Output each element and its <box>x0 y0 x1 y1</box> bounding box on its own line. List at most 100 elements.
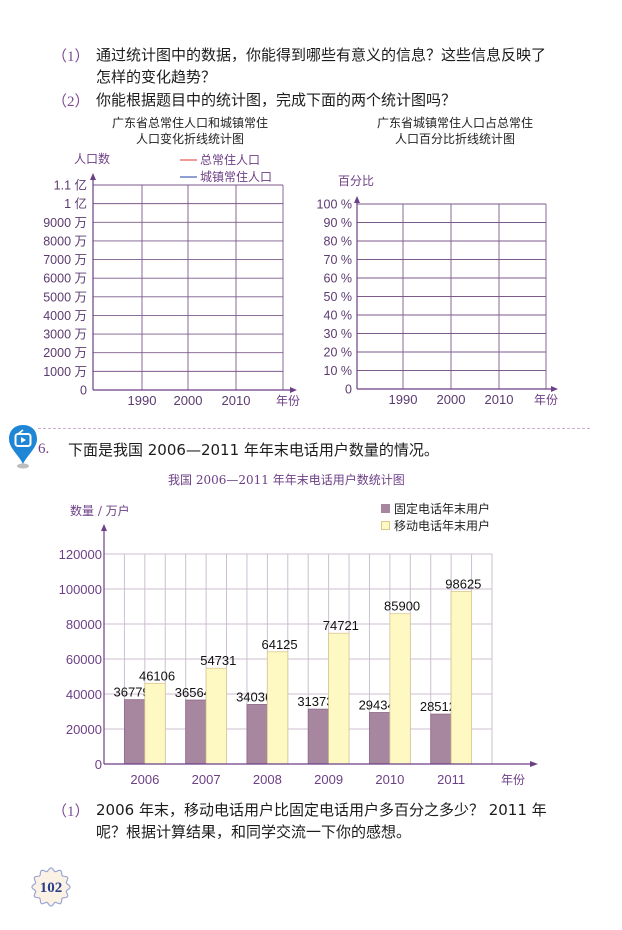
y-tick-label: 90 % <box>324 216 353 230</box>
chart-title: 广东省城镇常住人口占总常住 人口百分比折线统计图 <box>355 115 555 147</box>
y-tick-label: 2000 万 <box>43 346 87 360</box>
bar-fixed-phone <box>369 712 391 765</box>
bar-value-label: 74721 <box>323 618 359 633</box>
y-axis-label: 数量 / 万户 <box>70 504 130 518</box>
legend-label: 城镇常住人口 <box>200 170 273 184</box>
y-tick-label: 40000 <box>66 687 102 702</box>
y-tick-label: 60 % <box>324 272 353 286</box>
bar-fixed-phone <box>246 704 268 765</box>
x-tick-label: 2007 <box>192 772 221 787</box>
bar-value-label: 36564 <box>175 685 211 700</box>
question-number: （1） <box>52 804 90 820</box>
bar-value-label: 34036 <box>236 689 272 704</box>
x-tick-label: 2010 <box>375 772 404 787</box>
question-text: 你能根据题目中的统计图，完成下面的两个统计图吗？ <box>96 91 457 109</box>
x-tick-label: 1990 <box>128 393 157 408</box>
y-tick-label: 1.1 亿 <box>54 178 87 193</box>
chart-title-line: 人口变化折线统计图 <box>135 132 244 146</box>
y-tick-label: 40 % <box>324 309 353 323</box>
y-tick-label: 80 % <box>324 235 353 249</box>
chart-title: 我国 2006—2011 年年末电话用户数统计图 <box>168 473 405 487</box>
legend-line-urban <box>180 176 197 178</box>
y-tick-label: 50 % <box>324 290 353 304</box>
bar-fixed-phone <box>430 713 452 765</box>
question-number: （2） <box>52 94 90 110</box>
x-tick-label: 2009 <box>314 772 343 787</box>
legend-label: 移动电话年末用户 <box>394 519 491 533</box>
y-tick-label: 3000 万 <box>43 328 87 342</box>
x-axis-label: 年份 <box>276 394 300 408</box>
question-text: 呢？根据计算结果，和同学交流一下你的感想。 <box>96 823 412 841</box>
bar-value-label: 31373 <box>297 694 333 709</box>
x-axis-arrow-icon <box>530 761 538 767</box>
x-tick-label: 2010 <box>222 393 251 408</box>
y-tick-label: 0 <box>80 384 87 398</box>
y-tick-label: 20000 <box>66 722 102 737</box>
y-axis-label: 人口数 <box>74 152 111 166</box>
question-text: 怎样的变化趋势？ <box>96 68 217 86</box>
y-tick-label: 5000 万 <box>43 290 87 304</box>
section-divider <box>38 428 590 429</box>
x-tick-label: 2006 <box>130 772 159 787</box>
chart-title-line: 广东省总常住人口和城镇常住 <box>111 116 268 130</box>
bar-mobile-phone <box>144 682 166 765</box>
video-pin-icon[interactable] <box>8 424 42 470</box>
question-number: （1） <box>52 49 90 65</box>
y-axis-label: 百分比 <box>338 174 375 188</box>
y-tick-label: 7000 万 <box>43 253 87 267</box>
y-tick-label: 10 % <box>324 364 353 378</box>
bar-fixed-phone <box>185 699 207 765</box>
y-tick-label: 6000 万 <box>43 272 87 286</box>
problem-number: 6. <box>38 441 50 457</box>
page-number-badge: 102 <box>31 867 71 907</box>
bar-mobile-phone <box>266 651 289 765</box>
y-tick-label: 30 % <box>324 327 353 341</box>
x-axis-arrow-icon <box>290 387 297 393</box>
problem-text: 下面是我国 2006—2011 年年末电话用户数量的情况。 <box>68 441 439 459</box>
x-axis-label: 年份 <box>534 393 558 407</box>
y-axis-arrow-icon <box>90 173 96 180</box>
bar-fixed-phone <box>124 699 146 765</box>
bar-value-label: 28512 <box>420 699 456 714</box>
bar-value-label: 98625 <box>445 576 481 591</box>
y-tick-label: 60000 <box>66 652 102 667</box>
y-tick-label: 80000 <box>66 617 102 632</box>
y-tick-label: 1000 万 <box>43 365 87 379</box>
bar-mobile-phone <box>389 613 411 765</box>
bar-mobile-phone <box>328 632 350 765</box>
y-tick-label: 120000 <box>59 547 102 562</box>
x-axis-arrow-icon <box>551 386 558 392</box>
bar-value-label: 36779 <box>114 685 150 700</box>
bar-value-label: 29434 <box>359 697 395 712</box>
bar-value-label: 46106 <box>139 668 175 683</box>
bar-fixed-phone <box>307 708 330 765</box>
question-text: 通过统计图中的数据，你能得到哪些有意义的信息？这些信息反映了 <box>96 46 547 64</box>
bar-mobile-phone <box>205 667 227 765</box>
bar-value-label: 64125 <box>261 637 297 652</box>
legend-swatch-mobile <box>381 521 390 530</box>
y-tick-label: 100000 <box>59 582 102 597</box>
page-number: 102 <box>40 880 63 896</box>
y-tick-label: 0 <box>345 383 352 397</box>
y-tick-label: 70 % <box>324 253 353 267</box>
legend-label: 固定电话年末用户 <box>394 502 491 516</box>
y-tick-label: 1 亿 <box>64 196 87 211</box>
legend-line-total <box>180 159 197 161</box>
question-text: 2006 年末，移动电话用户比固定电话用户多百分之多少？ 2011 年 <box>96 801 547 819</box>
y-axis-arrow-icon <box>354 196 360 203</box>
legend-label: 总常住人口 <box>200 153 261 167</box>
y-tick-label: 4000 万 <box>43 309 87 323</box>
y-tick-label: 0 <box>95 757 102 772</box>
y-tick-label: 20 % <box>324 346 353 360</box>
bar-value-label: 85900 <box>384 599 420 614</box>
x-tick-label: 1990 <box>389 392 418 407</box>
chart-title-line: 广东省城镇常住人口占总常住 <box>376 116 533 130</box>
bar-value-label: 54731 <box>200 653 236 668</box>
chart-title: 广东省总常住人口和城镇常住 人口变化折线统计图 <box>90 115 290 147</box>
chart-title-line: 人口百分比折线统计图 <box>394 132 515 146</box>
x-tick-label: 2011 <box>437 772 465 787</box>
x-tick-label: 2000 <box>437 392 466 407</box>
x-tick-label: 2008 <box>253 772 282 787</box>
